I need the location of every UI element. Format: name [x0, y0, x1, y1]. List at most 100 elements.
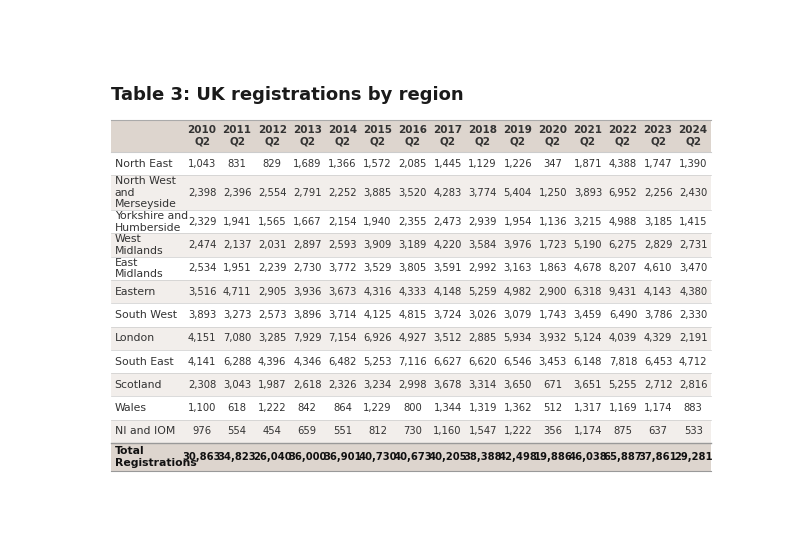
Text: 3,650: 3,650 [503, 380, 532, 390]
Text: 4,329: 4,329 [644, 333, 672, 343]
Bar [111, 210, 710, 233]
Text: 2018
Q2: 2018 Q2 [468, 125, 497, 147]
Text: 3,909: 3,909 [363, 240, 392, 250]
Bar [111, 350, 710, 373]
Text: 2,900: 2,900 [538, 287, 567, 297]
Text: 4,039: 4,039 [609, 333, 637, 343]
Text: 2,618: 2,618 [293, 380, 322, 390]
Text: 800: 800 [403, 403, 422, 413]
Text: 2011
Q2: 2011 Q2 [222, 125, 251, 147]
Text: 29,281: 29,281 [674, 452, 713, 462]
Text: West
Midlands: West Midlands [114, 234, 163, 256]
Text: 2,731: 2,731 [679, 240, 707, 250]
Text: 6,318: 6,318 [574, 287, 602, 297]
Text: 6,952: 6,952 [609, 188, 638, 198]
Text: 3,786: 3,786 [644, 310, 672, 320]
Text: 34,823: 34,823 [218, 452, 257, 462]
Text: 26,040: 26,040 [253, 452, 291, 462]
Text: 1,366: 1,366 [328, 158, 357, 169]
Text: 2,905: 2,905 [258, 287, 286, 297]
Text: 4,982: 4,982 [503, 287, 532, 297]
Text: 2,396: 2,396 [223, 188, 251, 198]
Text: 1,043: 1,043 [188, 158, 216, 169]
Text: 1,743: 1,743 [538, 310, 567, 320]
Text: 2013
Q2: 2013 Q2 [293, 125, 322, 147]
Text: 2012
Q2: 2012 Q2 [258, 125, 286, 147]
Bar [360, 120, 395, 152]
Text: 829: 829 [262, 158, 282, 169]
Text: 2,897: 2,897 [293, 240, 322, 250]
Text: 3,512: 3,512 [434, 333, 462, 343]
Text: 883: 883 [684, 403, 702, 413]
Text: 6,627: 6,627 [434, 356, 462, 366]
Text: 6,148: 6,148 [574, 356, 602, 366]
Text: 3,470: 3,470 [679, 263, 707, 273]
Text: 4,610: 4,610 [644, 263, 672, 273]
Text: 2,816: 2,816 [679, 380, 707, 390]
Bar [111, 373, 710, 396]
Text: 5,253: 5,253 [363, 356, 392, 366]
Text: 454: 454 [262, 426, 282, 437]
Text: 2,829: 2,829 [644, 240, 672, 250]
Text: 3,591: 3,591 [434, 263, 462, 273]
Text: North West
and
Merseyside: North West and Merseyside [114, 176, 177, 209]
Text: 3,163: 3,163 [503, 263, 532, 273]
Text: 2024
Q2: 2024 Q2 [678, 125, 708, 147]
Text: 6,620: 6,620 [469, 356, 497, 366]
Text: 1,951: 1,951 [222, 263, 251, 273]
Text: 2,239: 2,239 [258, 263, 286, 273]
Text: 40,730: 40,730 [358, 452, 397, 462]
Text: 2015
Q2: 2015 Q2 [363, 125, 392, 147]
Text: 1,129: 1,129 [468, 158, 497, 169]
Text: 3,043: 3,043 [223, 380, 251, 390]
Text: 36,000: 36,000 [288, 452, 326, 462]
Text: 3,936: 3,936 [293, 287, 322, 297]
Text: 36,901: 36,901 [323, 452, 362, 462]
Bar [111, 303, 710, 326]
Bar [111, 152, 710, 175]
Text: 1,250: 1,250 [538, 188, 567, 198]
Text: 4,712: 4,712 [679, 356, 707, 366]
Text: 659: 659 [298, 426, 317, 437]
Text: 5,190: 5,190 [574, 240, 602, 250]
Text: 1,445: 1,445 [434, 158, 462, 169]
Text: 3,774: 3,774 [469, 188, 497, 198]
Bar [325, 120, 360, 152]
Text: 3,285: 3,285 [258, 333, 286, 343]
Text: 3,772: 3,772 [328, 263, 357, 273]
Text: 4,316: 4,316 [363, 287, 392, 297]
Text: South West: South West [114, 310, 177, 320]
Bar [111, 120, 185, 152]
Text: 6,482: 6,482 [328, 356, 357, 366]
Bar [111, 420, 710, 443]
Text: 2017
Q2: 2017 Q2 [433, 125, 462, 147]
Text: 3,273: 3,273 [223, 310, 251, 320]
Text: 831: 831 [228, 158, 246, 169]
Text: 4,151: 4,151 [188, 333, 216, 343]
Text: 2,256: 2,256 [644, 188, 672, 198]
Text: 512: 512 [543, 403, 562, 413]
Text: Scotland: Scotland [114, 380, 162, 390]
Text: 2,473: 2,473 [434, 217, 462, 227]
Text: 3,516: 3,516 [188, 287, 216, 297]
Text: 1,689: 1,689 [293, 158, 322, 169]
Text: 2,252: 2,252 [328, 188, 357, 198]
Text: North East: North East [114, 158, 172, 169]
Text: 4,346: 4,346 [293, 356, 322, 366]
Bar [641, 120, 676, 152]
Text: 1,415: 1,415 [679, 217, 707, 227]
Text: 533: 533 [684, 426, 702, 437]
Text: 2016
Q2: 2016 Q2 [398, 125, 427, 147]
Text: 2,573: 2,573 [258, 310, 286, 320]
Text: 1,871: 1,871 [574, 158, 602, 169]
Text: 864: 864 [333, 403, 352, 413]
Text: 3,520: 3,520 [398, 188, 426, 198]
Text: 2,355: 2,355 [398, 217, 426, 227]
Text: 618: 618 [227, 403, 246, 413]
Text: 2,137: 2,137 [223, 240, 251, 250]
Text: 4,283: 4,283 [434, 188, 462, 198]
Text: 1,160: 1,160 [434, 426, 462, 437]
Text: 6,490: 6,490 [609, 310, 637, 320]
Text: 671: 671 [543, 380, 562, 390]
Text: 2,329: 2,329 [188, 217, 216, 227]
